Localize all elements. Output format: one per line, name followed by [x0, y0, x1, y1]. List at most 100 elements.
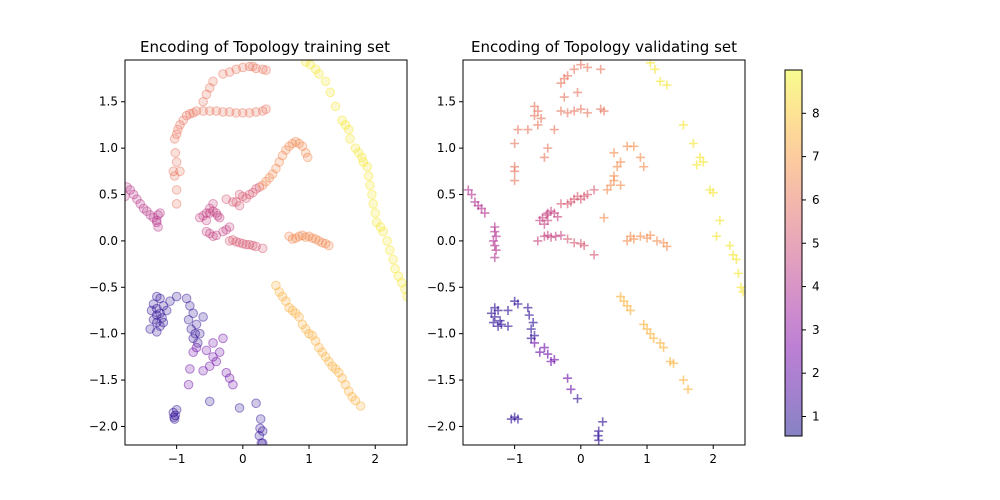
- scatter-point: [582, 62, 592, 72]
- scatter-point: [171, 291, 182, 302]
- scatter-point: [513, 414, 523, 424]
- scatter-point: [524, 310, 534, 320]
- scatter-point: [132, 194, 142, 204]
- scatter-point: [698, 157, 708, 167]
- y-tick-label: 0.5: [437, 188, 456, 202]
- scatter-point: [363, 171, 374, 181]
- scatter-point: [169, 412, 179, 422]
- scatter-point: [201, 215, 212, 226]
- scatter-point: [255, 423, 265, 434]
- scatter-point: [510, 166, 520, 176]
- scatter-point: [596, 64, 606, 74]
- scatter-point: [290, 136, 301, 147]
- scatter-point: [151, 217, 162, 228]
- scatter-point: [204, 106, 215, 116]
- y-tick-label: 1.0: [437, 141, 456, 155]
- scatter-point: [224, 373, 235, 384]
- scatter-point: [736, 282, 745, 292]
- scatter-point: [128, 189, 139, 200]
- scatter-point: [659, 343, 669, 353]
- axes-frame: [124, 59, 408, 446]
- scatter-point: [307, 330, 318, 341]
- scatter-point: [151, 291, 162, 302]
- scatter-point: [513, 125, 523, 135]
- y-tick-label: 1.5: [437, 95, 456, 109]
- scatter-point: [576, 104, 586, 114]
- scatter-point: [198, 365, 208, 376]
- scatter-point: [314, 69, 324, 79]
- scatter-point: [556, 230, 566, 240]
- x-tick-label: −1: [506, 452, 524, 466]
- scatter-point: [185, 109, 195, 119]
- scatter-point: [327, 361, 337, 371]
- scatter-point: [287, 138, 298, 149]
- scatter-point: [582, 108, 592, 118]
- scatter-point: [297, 319, 308, 330]
- scatter-point: [642, 324, 652, 334]
- scatter-point: [224, 107, 235, 117]
- scatter-point: [221, 224, 232, 235]
- scatter-point: [214, 347, 225, 358]
- scatter-point: [145, 324, 155, 334]
- scatter-point: [569, 64, 579, 74]
- scatter-point: [238, 191, 248, 202]
- scatter-point: [367, 189, 377, 200]
- scatter-point: [170, 147, 181, 158]
- scatter-point: [188, 108, 198, 118]
- scatter-point: [287, 234, 298, 244]
- scatter-point: [251, 107, 261, 117]
- scatter-point: [218, 69, 228, 79]
- scatter-point: [619, 296, 629, 306]
- scatter-point: [155, 321, 165, 332]
- y-tick-label: −0.5: [89, 280, 118, 294]
- scatter-point: [198, 106, 208, 116]
- scatter-point: [652, 236, 662, 246]
- training-set-panel: Encoding of Topology training set −1 0 1 2−…: [89, 38, 408, 466]
- scatter-point: [171, 129, 182, 140]
- scatter-point: [325, 87, 336, 98]
- scatter-point: [241, 239, 251, 250]
- y-tick-label: −1.5: [427, 373, 456, 387]
- scatter-point: [396, 277, 407, 288]
- scatter-point: [556, 78, 566, 88]
- scatter-point: [277, 291, 288, 302]
- scatter-point: [271, 280, 281, 291]
- scatter-point: [191, 319, 202, 330]
- scatter-point: [510, 176, 520, 186]
- scatter-point: [300, 147, 311, 158]
- scatter-point: [528, 318, 538, 328]
- scatter-point: [228, 379, 238, 390]
- y-tick-label: 0.5: [99, 188, 118, 202]
- scatter-point: [244, 108, 255, 118]
- scatter-point: [224, 236, 235, 246]
- scatter-point: [488, 236, 498, 246]
- scatter-point: [211, 230, 222, 241]
- scatter-point: [186, 324, 196, 334]
- scatter-point: [480, 208, 490, 218]
- x-tick-label: 2: [371, 452, 379, 466]
- scatter-point: [510, 138, 520, 148]
- scatter-point: [576, 60, 586, 70]
- scatter-point: [155, 293, 165, 304]
- scatter-point: [157, 313, 167, 323]
- colorbar-tick-label: 4: [812, 280, 820, 294]
- y-tick-label: −2.0: [427, 419, 456, 433]
- scatter-point: [490, 253, 500, 263]
- scatter-point: [330, 101, 341, 112]
- scatter-point: [493, 305, 503, 315]
- scatter-point: [491, 231, 501, 241]
- scatter-point: [171, 157, 182, 167]
- scatter-point: [467, 190, 477, 200]
- scatter-point: [566, 384, 576, 394]
- scatter-point: [533, 120, 543, 130]
- scatter-point: [662, 241, 672, 251]
- colorbar-tick-label: 7: [812, 150, 820, 164]
- scatter-point: [185, 301, 195, 311]
- scatter-point: [625, 305, 635, 315]
- scatter-point: [733, 268, 743, 278]
- scatter-point: [490, 227, 500, 237]
- scatter-point: [609, 176, 619, 186]
- scatter-point: [173, 124, 183, 135]
- scatter-point: [231, 64, 242, 75]
- scatter-point: [169, 134, 180, 144]
